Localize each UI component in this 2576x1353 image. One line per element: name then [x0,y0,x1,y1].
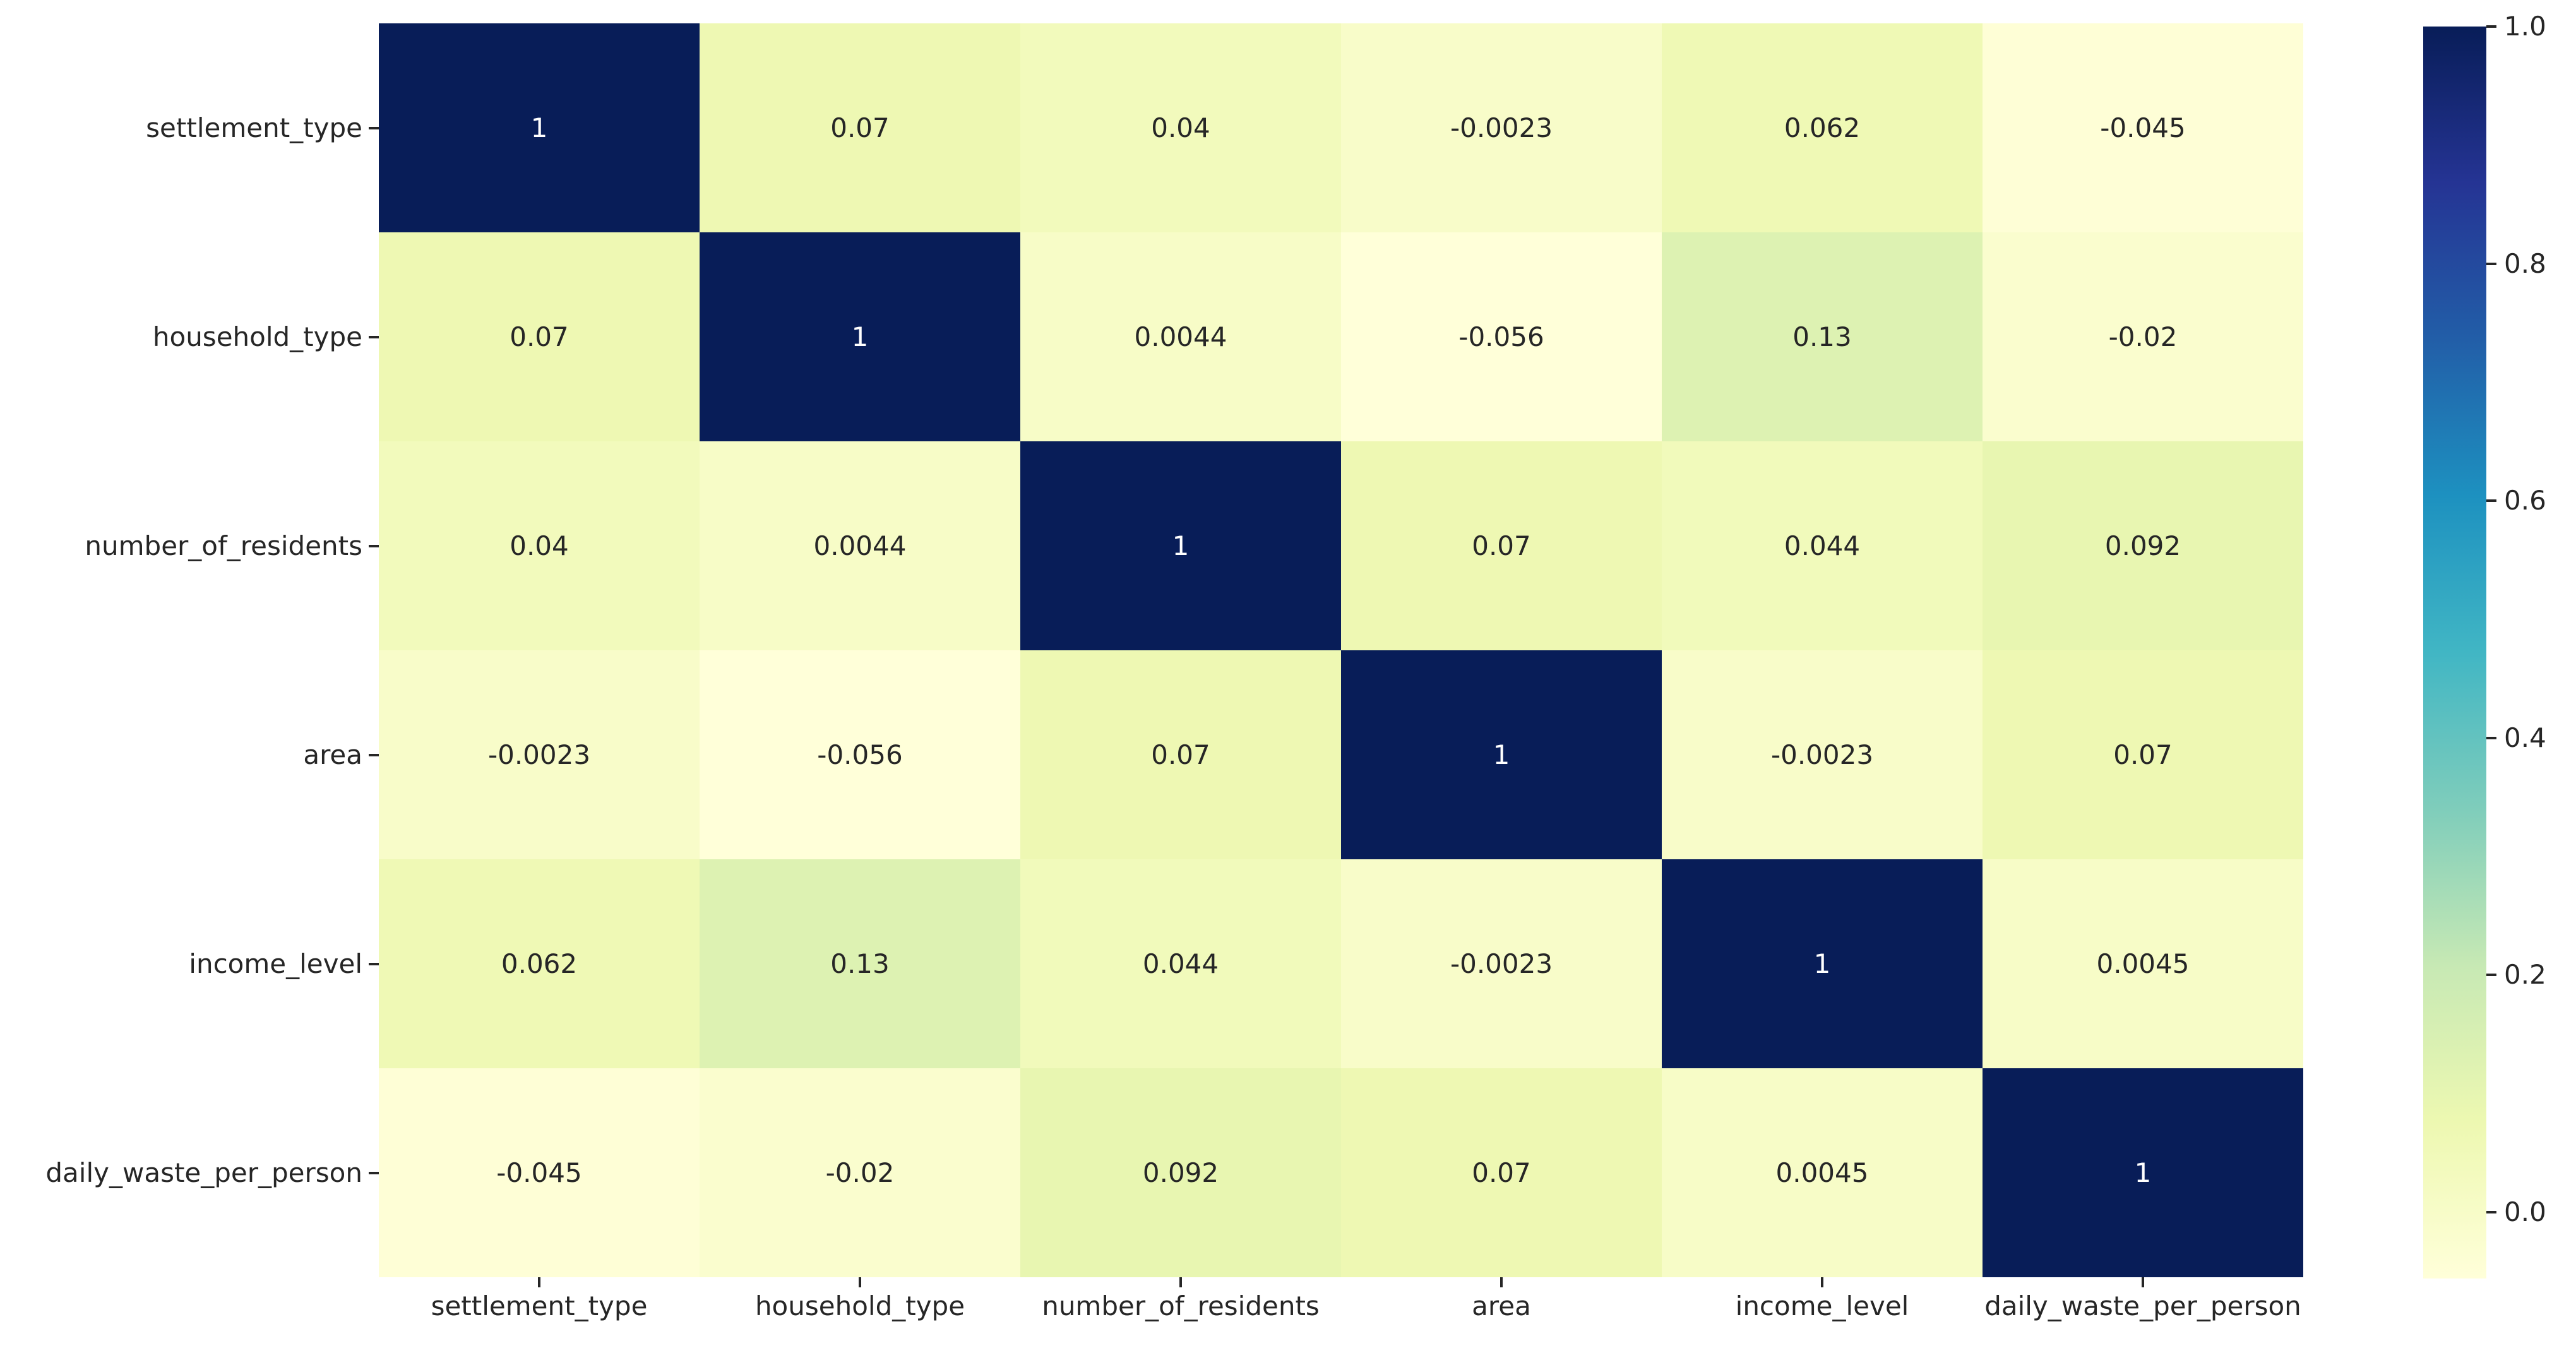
colorbar-tick-mark [2486,1210,2496,1213]
heatmap-cell: -0.0023 [1662,650,1983,859]
heatmap-cell: 0.07 [700,23,1020,232]
heatmap-cell: 0.04 [1020,23,1341,232]
heatmap-cell: 0.0044 [700,441,1020,650]
heatmap-cell: 0.07 [1341,441,1662,650]
x-tick-label: income_level [1735,1290,1909,1321]
heatmap-cell: 0.092 [1983,441,2303,650]
y-tick-mark [369,544,379,547]
heatmap-cell: 1 [1020,441,1341,650]
y-tick-label: household_type [152,321,362,352]
y-tick-mark [369,126,379,129]
heatmap-cell: 0.07 [1020,650,1341,859]
x-tick-mark [538,1277,540,1287]
heatmap-cell: 0.0045 [1983,859,2303,1068]
colorbar-tick-mark [2486,262,2496,265]
colorbar [2423,27,2486,1278]
heatmap-cell: 0.07 [1341,1068,1662,1277]
colorbar-tick-label: 1.0 [2504,11,2546,42]
colorbar-tick-label: 0.4 [2504,722,2546,753]
heatmap-cell: 1 [700,232,1020,441]
heatmap-cell: -0.056 [700,650,1020,859]
heatmap-cell: -0.02 [700,1068,1020,1277]
heatmap-cell: 0.044 [1662,441,1983,650]
heatmap-cell: -0.056 [1341,232,1662,441]
y-tick-label: income_level [189,948,362,979]
heatmap-cell: 0.07 [1983,650,2303,859]
colorbar-tick-mark [2486,499,2496,503]
colorbar-tick-mark [2486,736,2496,739]
heatmap-cell: -0.045 [1983,23,2303,232]
y-tick-label: daily_waste_per_person [45,1157,362,1188]
heatmap-cell: 0.0045 [1662,1068,1983,1277]
y-tick-label: settlement_type [146,112,362,143]
heatmap-cell: 0.062 [379,859,700,1068]
y-tick-mark [369,335,379,338]
heatmap-cell: -0.0023 [1341,859,1662,1068]
heatmap-cell: 1 [1662,859,1983,1068]
heatmap-cell: 0.13 [700,859,1020,1068]
x-tick-label: settlement_type [431,1290,648,1321]
x-tick-label: area [1472,1290,1531,1321]
y-tick-mark [369,1171,379,1174]
heatmap-cell: 1 [379,23,700,232]
heatmap-cell: 0.044 [1020,859,1341,1068]
heatmap-cell: -0.0023 [379,650,700,859]
colorbar-tick-label: 0.8 [2504,247,2546,279]
y-tick-label: number_of_residents [85,530,362,561]
colorbar-tick-label: 0.2 [2504,959,2546,991]
y-tick-mark [369,962,379,965]
x-tick-mark [1821,1277,1823,1287]
x-tick-label: number_of_residents [1042,1290,1320,1321]
colorbar-tick-label: 0.0 [2504,1196,2546,1227]
heatmap-cell: 0.07 [379,232,700,441]
heatmap-cell: -0.02 [1983,232,2303,441]
x-tick-label: daily_waste_per_person [1984,1290,2301,1321]
x-tick-mark [2142,1277,2144,1287]
x-tick-label: household_type [754,1290,965,1321]
x-tick-mark [859,1277,861,1287]
heatmap-cell: 0.0044 [1020,232,1341,441]
heatmap-cell: 1 [1983,1068,2303,1277]
heatmap-cell: -0.0023 [1341,23,1662,232]
colorbar-tick-label: 0.6 [2504,485,2546,516]
heatmap-cell: 0.04 [379,441,700,650]
heatmap-cell: 1 [1341,650,1662,859]
x-tick-mark [1500,1277,1503,1287]
heatmap-cell: 0.092 [1020,1068,1341,1277]
y-tick-label: area [303,739,362,770]
heatmap-grid: 1 0.07 0.04 -0.0023 0.062 -0.045 0.07 1 0.0044 -0… [379,23,2303,1277]
x-tick-mark [1179,1277,1182,1287]
heatmap-cell: -0.045 [379,1068,700,1277]
y-tick-mark [369,753,379,756]
heatmap-cell: 0.062 [1662,23,1983,232]
colorbar-tick-mark [2486,974,2496,977]
heatmap-cell: 0.13 [1662,232,1983,441]
colorbar-tick-mark [2486,25,2496,28]
